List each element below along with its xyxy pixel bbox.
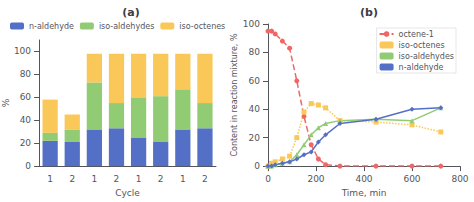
svg-text:0: 0 <box>265 174 271 184</box>
svg-text:100: 100 <box>243 19 260 29</box>
svg-text:0: 0 <box>25 161 31 171</box>
svg-text:iso-octenes: iso-octenes <box>399 41 445 50</box>
svg-text:60: 60 <box>20 92 32 102</box>
svg-text:40: 40 <box>20 115 32 125</box>
svg-text:Cycle: Cycle <box>115 188 140 198</box>
svg-text:2: 2 <box>202 174 208 184</box>
svg-text:iso-octenes: iso-octenes <box>179 22 225 31</box>
svg-text:200: 200 <box>307 174 324 184</box>
svg-text:1: 1 <box>180 174 186 184</box>
svg-text:n-aldehyde: n-aldehyde <box>29 22 74 31</box>
svg-text:800: 800 <box>451 174 468 184</box>
svg-text:1: 1 <box>136 174 142 184</box>
svg-text:octene-1: octene-1 <box>399 30 434 39</box>
svg-text:2: 2 <box>69 174 75 184</box>
svg-text:iso-aldehydes: iso-aldehydes <box>399 52 454 61</box>
svg-text:20: 20 <box>249 133 261 143</box>
svg-text:0: 0 <box>254 161 260 171</box>
svg-text:2: 2 <box>158 174 164 184</box>
svg-text:600: 600 <box>403 174 420 184</box>
svg-text:80: 80 <box>249 47 261 57</box>
svg-text:100: 100 <box>14 46 31 56</box>
svg-text:2: 2 <box>114 174 120 184</box>
svg-text:80: 80 <box>20 69 32 79</box>
svg-text:n-aldehyde: n-aldehyde <box>399 63 444 72</box>
svg-text:1: 1 <box>91 174 97 184</box>
svg-text:400: 400 <box>355 174 372 184</box>
svg-text:iso-aldehydes: iso-aldehydes <box>99 22 154 31</box>
svg-text:60: 60 <box>249 76 261 86</box>
svg-text:%: % <box>1 98 11 107</box>
svg-text:(b): (b) <box>360 6 378 19</box>
svg-text:Content in reaction mixture, %: Content in reaction mixture, % <box>230 33 239 156</box>
svg-text:40: 40 <box>249 104 261 114</box>
svg-text:1: 1 <box>47 174 53 184</box>
svg-text:Time, min: Time, min <box>341 188 387 198</box>
svg-text:20: 20 <box>20 138 32 148</box>
svg-text:(a): (a) <box>122 6 139 19</box>
